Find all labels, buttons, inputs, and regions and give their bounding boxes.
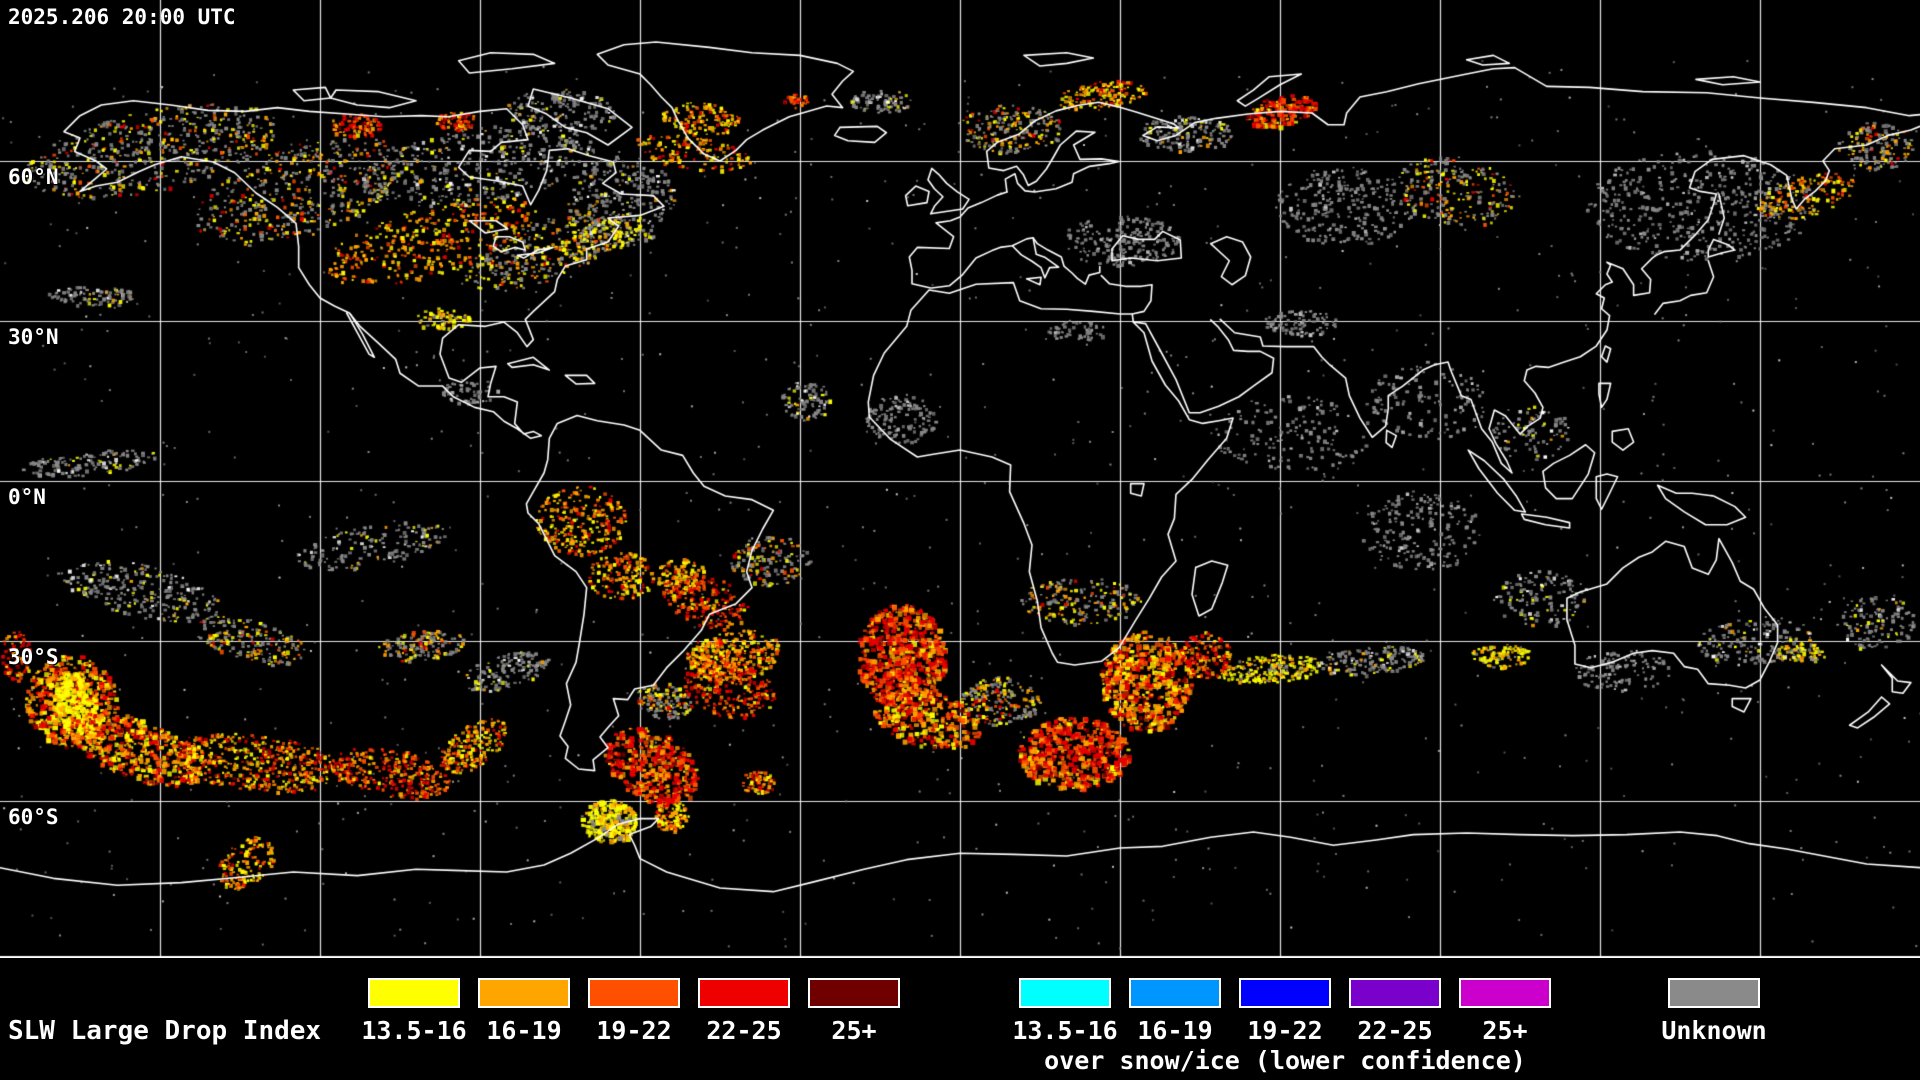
legend-label: 25+ <box>1482 1016 1528 1045</box>
legend-swatch <box>1459 978 1551 1008</box>
legend-swatch <box>478 978 570 1008</box>
latitude-label: 30°N <box>8 325 59 349</box>
legend-swatch-unknown <box>1668 978 1760 1008</box>
legend-label: 25+ <box>831 1016 877 1045</box>
legend-label: 13.5-16 <box>1012 1016 1118 1045</box>
latitude-label: 60°N <box>8 165 59 189</box>
legend-swatch <box>588 978 680 1008</box>
legend-label: 16-19 <box>486 1016 562 1045</box>
latitude-label: 0°N <box>8 485 46 509</box>
legend-label-unknown: Unknown <box>1661 1016 1767 1045</box>
legend-swatch <box>1349 978 1441 1008</box>
legend-label: 13.5-16 <box>361 1016 467 1045</box>
timestamp: 2025.206 20:00 UTC <box>8 5 236 29</box>
legend-swatch <box>1239 978 1331 1008</box>
legend-swatch <box>1129 978 1221 1008</box>
legend-swatch <box>368 978 460 1008</box>
legend-swatch <box>808 978 900 1008</box>
legend-label: 22-25 <box>706 1016 782 1045</box>
legend-label: 22-25 <box>1357 1016 1433 1045</box>
legend-title: SLW Large Drop Index <box>8 1016 322 1046</box>
latitude-label: 60°S <box>8 805 59 829</box>
legend-label: 19-22 <box>1247 1016 1323 1045</box>
legend-label: 16-19 <box>1137 1016 1213 1045</box>
legend-bar: SLW Large Drop Index 13.5-16 16-19 19-22 22… <box>0 958 1920 1080</box>
latitude-label: 30°S <box>8 645 59 669</box>
legend-swatch <box>698 978 790 1008</box>
legend-label: 19-22 <box>596 1016 672 1045</box>
legend-swatch <box>1019 978 1111 1008</box>
legend-subtitle-over-snow-ice: over snow/ice (lower confidence) <box>1044 1046 1526 1075</box>
